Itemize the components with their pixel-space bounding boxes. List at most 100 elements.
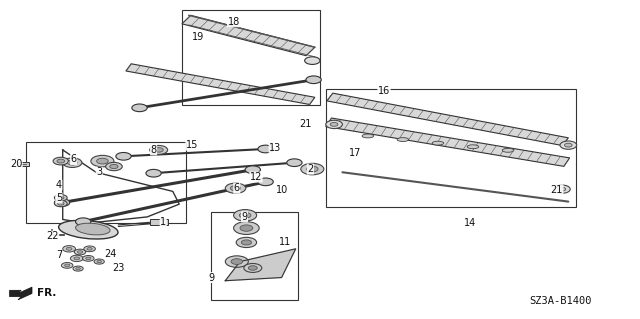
Circle shape	[564, 143, 572, 147]
Circle shape	[554, 185, 570, 193]
Text: 3: 3	[96, 167, 102, 177]
Bar	[211, 212, 298, 300]
Circle shape	[94, 259, 104, 264]
Text: 19: 19	[192, 32, 205, 42]
Circle shape	[67, 248, 72, 250]
Polygon shape	[126, 64, 315, 105]
Ellipse shape	[76, 223, 110, 235]
Circle shape	[97, 158, 108, 164]
Text: SZ3A-B1400: SZ3A-B1400	[529, 296, 591, 307]
Text: 14: 14	[464, 218, 477, 228]
Polygon shape	[327, 93, 568, 145]
Circle shape	[77, 251, 83, 253]
Text: 18: 18	[227, 17, 240, 27]
Circle shape	[57, 159, 65, 163]
Circle shape	[330, 122, 338, 126]
Circle shape	[97, 260, 102, 263]
Circle shape	[258, 145, 273, 153]
Circle shape	[258, 178, 273, 186]
Circle shape	[301, 163, 324, 175]
Circle shape	[305, 57, 320, 64]
Circle shape	[306, 76, 321, 84]
Circle shape	[61, 263, 73, 268]
Text: FR.: FR.	[37, 288, 56, 299]
Polygon shape	[225, 249, 296, 281]
Circle shape	[63, 246, 76, 252]
Circle shape	[76, 267, 81, 270]
Circle shape	[76, 218, 91, 226]
Circle shape	[58, 202, 64, 205]
Circle shape	[54, 195, 67, 201]
Text: 21: 21	[300, 119, 312, 130]
Circle shape	[83, 256, 94, 261]
Circle shape	[234, 210, 257, 221]
Text: 20: 20	[10, 159, 22, 169]
Circle shape	[73, 266, 83, 271]
Circle shape	[230, 186, 241, 191]
Ellipse shape	[502, 148, 514, 152]
Ellipse shape	[59, 220, 118, 239]
Circle shape	[236, 237, 257, 248]
Ellipse shape	[467, 145, 479, 149]
Circle shape	[146, 169, 161, 177]
Text: 1: 1	[160, 217, 166, 227]
Circle shape	[307, 166, 318, 172]
Text: 9: 9	[241, 212, 248, 222]
Polygon shape	[182, 15, 315, 56]
Circle shape	[326, 120, 342, 129]
Circle shape	[54, 200, 67, 207]
Ellipse shape	[362, 134, 374, 138]
Text: 11: 11	[278, 237, 291, 248]
Text: 15: 15	[186, 140, 198, 150]
Circle shape	[248, 266, 257, 270]
Circle shape	[558, 187, 566, 191]
Circle shape	[225, 256, 248, 267]
Circle shape	[240, 225, 253, 231]
Polygon shape	[326, 118, 570, 167]
Circle shape	[74, 257, 79, 260]
Bar	[18, 162, 29, 166]
Circle shape	[91, 155, 114, 167]
Circle shape	[53, 157, 68, 165]
Text: 13: 13	[269, 143, 282, 153]
Circle shape	[154, 148, 163, 152]
Text: 22: 22	[46, 231, 59, 241]
Circle shape	[225, 183, 246, 193]
Circle shape	[234, 222, 259, 234]
Text: 8: 8	[150, 145, 157, 155]
Text: 17: 17	[349, 148, 362, 158]
Circle shape	[560, 141, 577, 149]
Circle shape	[244, 263, 262, 272]
Ellipse shape	[397, 138, 409, 142]
Circle shape	[241, 240, 252, 245]
Circle shape	[106, 162, 122, 171]
Text: 16: 16	[378, 86, 390, 96]
Bar	[26, 142, 186, 223]
Text: 6: 6	[70, 154, 77, 165]
Text: 4: 4	[56, 180, 62, 190]
Bar	[326, 89, 576, 207]
Circle shape	[65, 264, 70, 267]
Circle shape	[70, 255, 83, 262]
Circle shape	[239, 212, 251, 218]
Circle shape	[116, 152, 131, 160]
Text: 7: 7	[56, 250, 62, 260]
Circle shape	[54, 199, 70, 206]
Text: 23: 23	[112, 263, 125, 273]
Polygon shape	[10, 287, 32, 300]
Circle shape	[63, 158, 82, 167]
Text: 24: 24	[104, 249, 116, 259]
Text: 10: 10	[275, 185, 288, 195]
Circle shape	[132, 104, 147, 112]
Text: 9: 9	[208, 272, 214, 283]
Circle shape	[87, 248, 92, 250]
Circle shape	[68, 160, 77, 165]
Circle shape	[231, 259, 243, 264]
Text: 12: 12	[250, 172, 262, 182]
Bar	[150, 219, 168, 225]
Circle shape	[58, 196, 64, 199]
Text: 5: 5	[56, 193, 62, 203]
Circle shape	[110, 165, 118, 168]
Circle shape	[84, 246, 95, 252]
Circle shape	[74, 249, 86, 255]
